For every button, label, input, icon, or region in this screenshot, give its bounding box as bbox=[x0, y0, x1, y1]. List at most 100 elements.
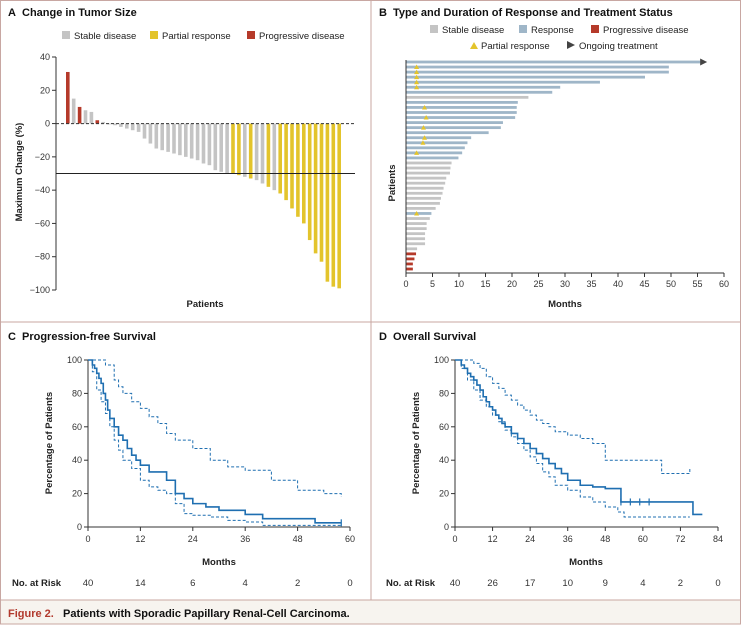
panel-a-bar bbox=[195, 123, 200, 161]
panel-b-duration-bar bbox=[406, 171, 450, 175]
km-ytick-label: 60 bbox=[439, 422, 449, 432]
panel-a-bar bbox=[107, 123, 111, 125]
km-ci-line bbox=[455, 359, 690, 518]
km-risk-value: 40 bbox=[83, 578, 94, 589]
panel-a-bar bbox=[178, 123, 182, 156]
panel-a-bar bbox=[219, 123, 223, 172]
km-risk-value: 17 bbox=[525, 578, 536, 589]
panel-a-bar bbox=[119, 123, 123, 127]
panel-c-title: Progression-free Survival bbox=[22, 331, 156, 343]
panel-a-ytick-label: 20 bbox=[40, 85, 50, 95]
panel-a-legend: Stable disease Partial response Progress… bbox=[62, 31, 345, 42]
panel-c-ylabel: Percentage of Patients bbox=[44, 392, 55, 494]
panel-b-duration-bar bbox=[406, 85, 561, 89]
panel-b-duration-bar bbox=[406, 65, 669, 69]
panel-a-bar bbox=[307, 123, 312, 241]
panel-b-xlabel: Months bbox=[548, 299, 582, 310]
panel-a-bar bbox=[89, 111, 94, 124]
panel-b-xtick-label: 5 bbox=[430, 279, 435, 289]
panel-a-ytick-label: −40 bbox=[35, 185, 50, 195]
panel-b-partial-response-marker bbox=[414, 69, 420, 75]
panel-b-partial-response-marker bbox=[422, 135, 428, 140]
panel-b-duration-bar bbox=[406, 176, 447, 180]
panel-b-duration-bar bbox=[406, 126, 501, 130]
legend-label-stable: Stable disease bbox=[74, 31, 136, 42]
panel-c-risk-values: 40 14 6 4 2 0 bbox=[83, 578, 353, 589]
km-ci-line bbox=[88, 359, 342, 526]
panel-c-axes: 0 12 24 36 48 60 0 20 40 60 80 100 bbox=[67, 355, 355, 544]
panel-b-partial-response-marker bbox=[414, 79, 420, 85]
panel-b-xtick-label: 15 bbox=[480, 279, 490, 289]
panel-b-xtick-label: 30 bbox=[560, 279, 570, 289]
panel-c-xlabel: Months bbox=[202, 557, 236, 568]
panel-b-xtick-label: 60 bbox=[719, 279, 729, 289]
panel-b-partial-response-marker bbox=[414, 64, 420, 70]
km-ytick-label: 100 bbox=[67, 355, 82, 365]
panel-b-duration-bar bbox=[406, 212, 432, 215]
panel-b-duration-bar bbox=[406, 237, 426, 241]
caption-label: Figure 2. bbox=[8, 608, 54, 620]
panel-d-risk-label: No. at Risk bbox=[386, 578, 436, 589]
legend-b-label-partial: Partial response bbox=[481, 41, 550, 52]
km-xtick-label: 48 bbox=[293, 534, 303, 544]
panel-b-duration-bar bbox=[406, 191, 443, 195]
legend-b-swatch-response bbox=[519, 25, 527, 33]
panel-a-ytick-label: −60 bbox=[35, 218, 50, 228]
km-risk-value: 10 bbox=[562, 578, 573, 589]
panel-b-duration-bar bbox=[406, 247, 418, 251]
km-risk-value: 4 bbox=[640, 578, 645, 589]
legend-b-label-stable: Stable disease bbox=[442, 25, 504, 36]
panel-d-axes: 0 12 24 36 48 60 72 84 0 20 40 60 80 100 bbox=[434, 355, 723, 544]
km-xtick-label: 24 bbox=[188, 534, 198, 544]
panel-b-duration-bar bbox=[406, 156, 459, 160]
km-risk-value: 0 bbox=[347, 578, 352, 589]
panel-a-bar bbox=[83, 110, 88, 124]
km-xtick-label: 0 bbox=[452, 534, 457, 544]
panel-d-letter: D bbox=[379, 331, 387, 343]
panel-a-bars bbox=[66, 71, 341, 289]
panel-c-risk-label: No. at Risk bbox=[12, 578, 62, 589]
panel-a: A Change in Tumor Size Stable disease Pa… bbox=[8, 7, 355, 310]
km-ytick-label: 0 bbox=[444, 522, 449, 532]
panel-b-partial-response-marker bbox=[420, 140, 426, 145]
panel-a-bar bbox=[142, 123, 147, 139]
km-ytick-label: 100 bbox=[434, 355, 449, 365]
panel-c-letter: C bbox=[8, 331, 16, 343]
km-xtick-label: 60 bbox=[638, 534, 648, 544]
panel-a-bar bbox=[125, 123, 129, 129]
panel-b-partial-response-marker bbox=[423, 115, 429, 120]
panel-b-partial-response-marker bbox=[422, 104, 428, 110]
panel-b-xtick-label: 55 bbox=[692, 279, 702, 289]
caption-text: Patients with Sporadic Papillary Renal-C… bbox=[63, 608, 350, 620]
panel-a-bar bbox=[166, 123, 170, 152]
panel-b-duration-bar bbox=[406, 70, 669, 74]
panel-b-title: Type and Duration of Response and Treatm… bbox=[393, 7, 673, 19]
panel-a-xlabel: Patients bbox=[187, 299, 224, 310]
panel-a-bar bbox=[184, 123, 188, 157]
km-ytick-label: 0 bbox=[77, 522, 82, 532]
panel-a-bar bbox=[136, 123, 141, 132]
panel-b-duration-bar bbox=[406, 121, 503, 124]
km-ytick-label: 20 bbox=[439, 489, 449, 499]
km-risk-value: 14 bbox=[135, 578, 146, 589]
km-ytick-label: 80 bbox=[72, 388, 82, 398]
panel-b-duration-bar bbox=[406, 146, 465, 150]
panel-a-yticks: 40 20 0 −20 −40 −60 −80 −100 bbox=[30, 52, 56, 295]
panel-b-duration-bar bbox=[406, 207, 436, 210]
panel-b-duration-bar bbox=[406, 242, 426, 246]
legend-swatch-progressive bbox=[247, 31, 255, 39]
panel-b-duration-bar bbox=[406, 262, 413, 266]
panel-a-bar bbox=[290, 123, 294, 209]
panel-b-partial-response-marker bbox=[414, 210, 420, 216]
panel-a-bar bbox=[71, 98, 76, 124]
legend-label-progressive: Progressive disease bbox=[259, 31, 345, 42]
panel-b-duration-bar bbox=[406, 90, 553, 94]
km-xtick-label: 24 bbox=[525, 534, 535, 544]
panel-b-partial-response-marker bbox=[414, 150, 420, 155]
panel-b-xtick-label: 50 bbox=[666, 279, 676, 289]
panel-a-bar bbox=[130, 123, 135, 131]
panel-b-duration-bar bbox=[406, 257, 415, 261]
panel-b-duration-bar bbox=[406, 161, 452, 165]
km-risk-value: 2 bbox=[678, 578, 683, 589]
panel-b-ongoing-arrow bbox=[700, 58, 708, 66]
